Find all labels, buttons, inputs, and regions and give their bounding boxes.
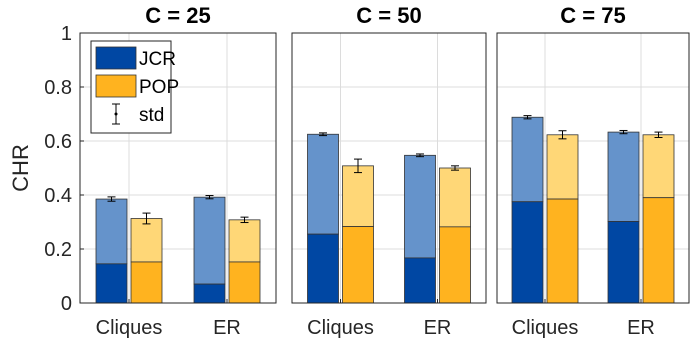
axes-frame-1 <box>79 32 277 304</box>
axes-frame-2 <box>291 32 487 304</box>
x-tick-label: Cliques <box>512 317 579 339</box>
y-tick-label: 1 <box>61 23 72 45</box>
bar-pop-er-lower <box>642 197 675 304</box>
x-tick-label: Cliques <box>307 317 374 339</box>
bar-pop-er-upper <box>439 167 471 228</box>
legend-label-jcr: JCR <box>139 49 176 70</box>
bar-jcr-er-lower <box>193 283 226 304</box>
y-tick-label: 0.2 <box>44 239 72 261</box>
bar-pop-cliques-upper <box>546 134 579 200</box>
bar-pop-er-upper <box>228 219 261 263</box>
bar-jcr-cliques-lower <box>511 201 544 304</box>
legend-label-pop: POP <box>139 77 179 98</box>
x-tick-label: ER <box>424 317 452 339</box>
bar-pop-cliques-lower <box>546 198 579 304</box>
y-tick-label: 0.4 <box>44 185 72 207</box>
bar-jcr-er-upper <box>607 131 640 222</box>
x-tick-label: Cliques <box>96 317 163 339</box>
axes-frame-3 <box>496 32 690 304</box>
bar-pop-er-lower <box>439 226 471 304</box>
bar-jcr-cliques-lower <box>307 233 339 304</box>
y-tick-label: 0.6 <box>44 131 72 153</box>
panel-title: C = 50 <box>356 3 421 28</box>
panel-title: C = 25 <box>145 3 210 28</box>
bar-jcr-er-lower <box>404 257 436 304</box>
legend-label-std: std <box>139 105 164 126</box>
x-tick-label: ER <box>627 317 655 339</box>
y-tick-label: 0 <box>61 293 72 315</box>
panel-title: C = 75 <box>560 3 625 28</box>
bar-pop-cliques-upper <box>130 218 163 263</box>
y-axis-label: CHR <box>8 144 33 192</box>
legend-std-icon-dot <box>114 112 118 116</box>
x-tick-label: ER <box>213 317 241 339</box>
y-tick-label: 0.8 <box>44 77 72 99</box>
legend-swatch-pop <box>95 74 137 98</box>
bar-jcr-er-lower <box>607 221 640 304</box>
bar-jcr-cliques-upper <box>95 198 128 265</box>
bar-pop-er-upper <box>642 134 675 199</box>
bar-pop-cliques-lower <box>130 261 163 304</box>
bar-jcr-cliques-lower <box>95 263 128 304</box>
bar-pop-er-lower <box>228 261 261 304</box>
bar-jcr-cliques-upper <box>511 116 544 203</box>
bar-pop-cliques-lower <box>342 226 374 304</box>
bar-jcr-er-upper <box>404 154 436 259</box>
bar-pop-cliques-upper <box>342 165 374 227</box>
bar-jcr-er-upper <box>193 196 226 285</box>
legend-swatch-jcr <box>95 46 137 70</box>
bar-jcr-cliques-upper <box>307 133 339 235</box>
